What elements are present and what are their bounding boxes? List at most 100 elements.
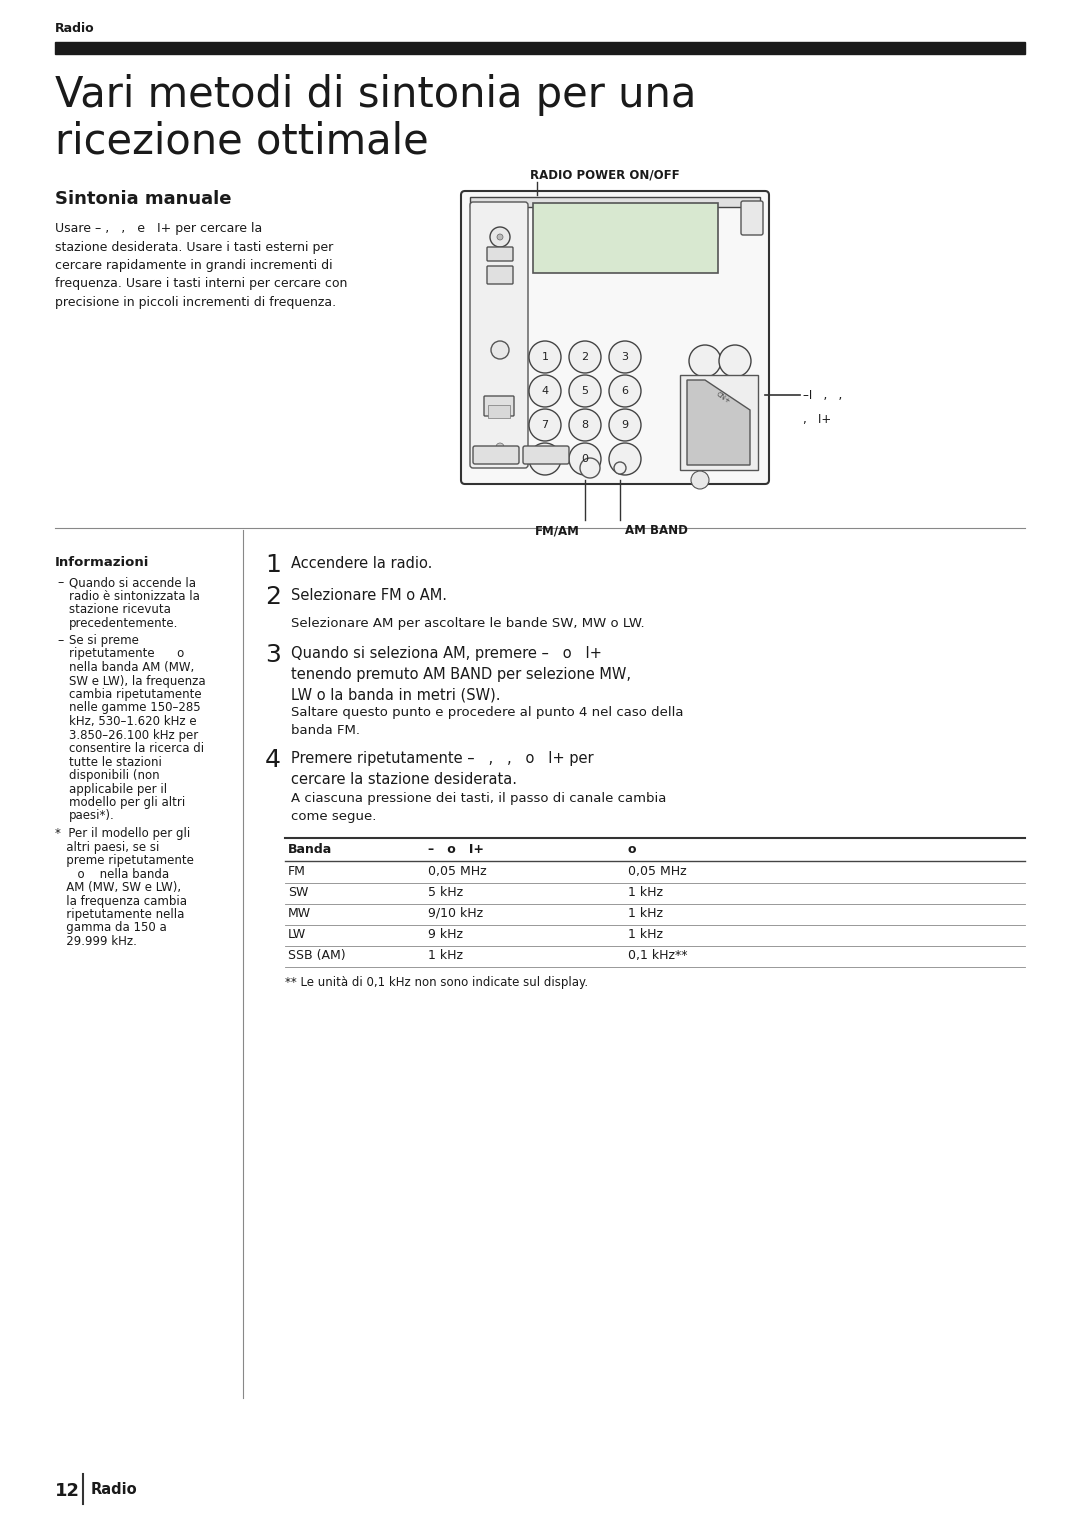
Circle shape [689, 345, 721, 377]
Polygon shape [687, 380, 750, 464]
Text: 7: 7 [541, 420, 549, 429]
Circle shape [529, 340, 561, 373]
Text: ** Le unità di 0,1 kHz non sono indicate sul display.: ** Le unità di 0,1 kHz non sono indicate… [285, 977, 589, 989]
Text: 1 kHz: 1 kHz [627, 886, 663, 898]
Circle shape [609, 376, 642, 406]
Text: modello per gli altri: modello per gli altri [69, 796, 186, 809]
Text: 29.999 kHz.: 29.999 kHz. [55, 935, 137, 947]
Circle shape [609, 443, 642, 475]
Circle shape [569, 376, 600, 406]
Circle shape [529, 409, 561, 442]
Text: ripetutamente      o: ripetutamente o [69, 647, 185, 661]
Text: 9: 9 [621, 420, 629, 429]
Text: SW e LW), la frequenza: SW e LW), la frequenza [69, 675, 205, 687]
Text: ,   I+: , I+ [804, 412, 832, 426]
Circle shape [491, 340, 509, 359]
Text: Informazioni: Informazioni [55, 556, 149, 569]
Text: nella banda AM (MW,: nella banda AM (MW, [69, 661, 194, 675]
Text: la frequenza cambia: la frequenza cambia [55, 894, 187, 908]
Text: disponibili (non: disponibili (non [69, 770, 160, 782]
Text: Se si preme: Se si preme [69, 635, 139, 647]
Circle shape [691, 471, 708, 489]
Text: –: – [57, 635, 64, 647]
Text: cambia ripetutamente: cambia ripetutamente [69, 688, 202, 701]
Text: FM/AM: FM/AM [535, 524, 580, 537]
Circle shape [719, 345, 751, 377]
Text: 3: 3 [621, 353, 629, 362]
Text: tutte le stazioni: tutte le stazioni [69, 756, 162, 768]
Circle shape [609, 409, 642, 442]
Text: altri paesi, se si: altri paesi, se si [55, 840, 160, 854]
Text: Vari metodi di sintonia per una: Vari metodi di sintonia per una [55, 74, 697, 117]
Text: *  Per il modello per gli: * Per il modello per gli [55, 826, 190, 840]
Text: –I   ,   ,: –I , , [804, 389, 842, 402]
Circle shape [529, 443, 561, 475]
Text: 0: 0 [581, 454, 589, 464]
Circle shape [609, 340, 642, 373]
Text: LW: LW [288, 927, 307, 941]
Circle shape [529, 376, 561, 406]
FancyBboxPatch shape [473, 446, 519, 464]
Text: 8: 8 [581, 420, 589, 429]
Circle shape [496, 443, 504, 451]
Text: Quando si accende la: Quando si accende la [69, 576, 195, 589]
Text: 9/10 kHz: 9/10 kHz [428, 908, 483, 920]
Text: 2: 2 [581, 353, 589, 362]
Text: Premere ripetutamente –   ,   ,   o   I+ per
cercare la stazione desiderata.: Premere ripetutamente – , , o I+ per cer… [291, 751, 594, 786]
Text: 4: 4 [541, 386, 549, 396]
FancyBboxPatch shape [470, 202, 528, 468]
Text: 0,05 MHz: 0,05 MHz [627, 865, 687, 878]
Text: Accendere la radio.: Accendere la radio. [291, 556, 432, 570]
Text: 1: 1 [541, 353, 549, 362]
Text: Banda: Banda [288, 843, 333, 855]
Text: Usare – ,   ,   e   I+ per cercare la
stazione desiderata. Usare i tasti esterni: Usare – , , e I+ per cercare la stazione… [55, 222, 348, 310]
Text: Selezionare FM o AM.: Selezionare FM o AM. [291, 589, 447, 602]
Text: o    nella banda: o nella banda [55, 868, 170, 880]
Circle shape [490, 227, 510, 247]
Text: applicabile per il: applicabile per il [69, 782, 167, 796]
Text: AM (MW, SW e LW),: AM (MW, SW e LW), [55, 881, 181, 894]
Text: Selezionare AM per ascoltare le bande SW, MW o LW.: Selezionare AM per ascoltare le bande SW… [291, 616, 645, 630]
Text: 1: 1 [265, 553, 281, 576]
Text: precedentemente.: precedentemente. [69, 616, 178, 630]
Circle shape [497, 235, 503, 241]
Text: paesi*).: paesi*). [69, 809, 114, 823]
Text: 1 kHz: 1 kHz [627, 927, 663, 941]
Text: o: o [627, 843, 636, 855]
Text: SSB (AM): SSB (AM) [288, 949, 346, 963]
Text: SW: SW [288, 886, 309, 898]
Text: Radio: Radio [55, 21, 95, 35]
Text: preme ripetutamente: preme ripetutamente [55, 854, 194, 868]
Text: RADIO POWER ON/OFF: RADIO POWER ON/OFF [530, 169, 679, 181]
FancyBboxPatch shape [741, 201, 762, 235]
Text: 0,1 kHz**: 0,1 kHz** [627, 949, 688, 963]
Text: nelle gamme 150–285: nelle gamme 150–285 [69, 702, 201, 714]
Text: ricezione ottimale: ricezione ottimale [55, 120, 429, 162]
Text: radio è sintonizzata la: radio è sintonizzata la [69, 590, 200, 602]
Text: 3: 3 [265, 642, 281, 667]
FancyBboxPatch shape [487, 267, 513, 284]
Text: gamma da 150 a: gamma da 150 a [55, 921, 166, 935]
Text: Sintonia manuale: Sintonia manuale [55, 190, 231, 208]
Bar [534, 202, 718, 273]
Text: FM: FM [288, 865, 306, 878]
Text: MW: MW [288, 908, 311, 920]
Circle shape [689, 379, 721, 409]
Circle shape [569, 340, 600, 373]
Text: –   o   I+: – o I+ [428, 843, 484, 855]
Circle shape [569, 443, 600, 475]
Text: consentire la ricerca di: consentire la ricerca di [69, 742, 204, 754]
Text: ripetutamente nella: ripetutamente nella [55, 908, 185, 921]
Text: Radio: Radio [91, 1482, 137, 1498]
Text: stazione ricevuta: stazione ricevuta [69, 602, 171, 616]
FancyBboxPatch shape [523, 446, 569, 464]
Text: 1 kHz: 1 kHz [627, 908, 663, 920]
Text: CN+: CN+ [715, 391, 731, 405]
Bar [680, 376, 758, 471]
Text: Quando si seleziona AM, premere –   o   I+
tenendo premuto AM BAND per selezione: Quando si seleziona AM, premere – o I+ t… [291, 645, 631, 704]
FancyBboxPatch shape [487, 247, 513, 261]
Text: 4: 4 [265, 748, 281, 773]
Bar [55, 41, 1025, 54]
Text: 12: 12 [55, 1482, 80, 1499]
Text: 6: 6 [621, 386, 629, 396]
